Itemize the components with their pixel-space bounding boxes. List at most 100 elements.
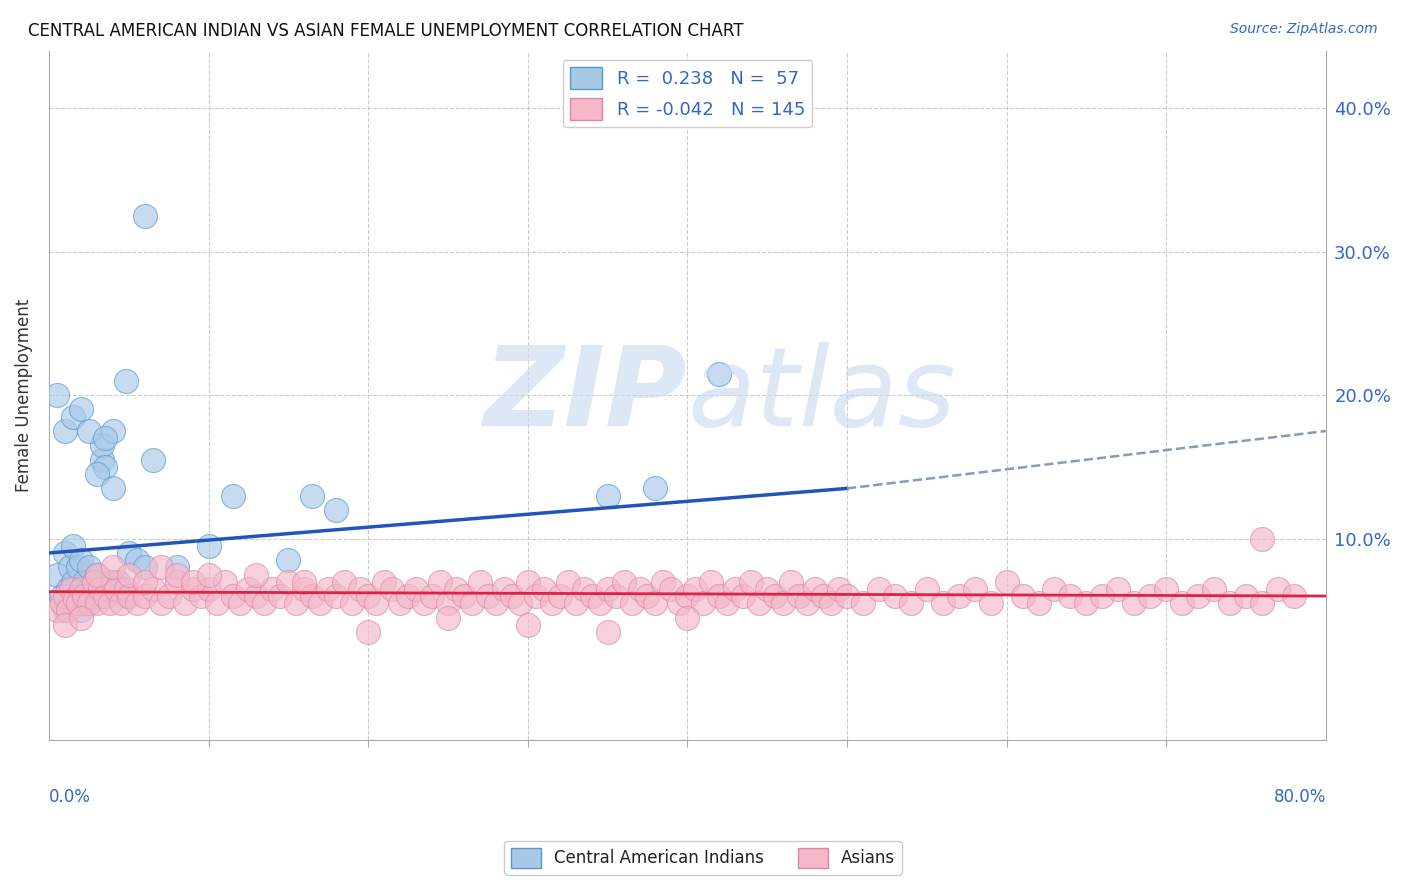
Point: [134, 589, 156, 603]
Point: [70, 553, 93, 567]
Point: [90, 438, 112, 452]
Text: 80.0%: 80.0%: [1274, 788, 1326, 805]
Point: [77, 596, 100, 610]
Point: [540, 596, 562, 610]
Point: [413, 596, 436, 610]
Point: [125, 596, 148, 610]
Point: [1251, 532, 1274, 546]
Point: [245, 589, 267, 603]
Point: [828, 582, 851, 596]
Point: [325, 589, 347, 603]
Point: [1059, 589, 1081, 603]
Point: [262, 582, 284, 596]
Point: [114, 589, 136, 603]
Point: [596, 582, 619, 596]
Point: [852, 596, 875, 610]
Point: [221, 489, 243, 503]
Point: [105, 582, 128, 596]
Point: [83, 574, 105, 589]
Point: [1187, 589, 1209, 603]
Point: [59, 560, 82, 574]
Point: [468, 574, 491, 589]
Point: [492, 582, 515, 596]
Point: [357, 589, 380, 603]
Point: [1202, 582, 1225, 596]
Point: [86, 582, 108, 596]
Point: [357, 624, 380, 639]
Point: [66, 596, 89, 610]
Point: [149, 596, 172, 610]
Point: [277, 574, 299, 589]
Point: [605, 589, 627, 603]
Point: [444, 582, 467, 596]
Point: [118, 589, 141, 603]
Point: [772, 596, 794, 610]
Point: [134, 574, 156, 589]
Text: atlas: atlas: [688, 342, 956, 449]
Point: [333, 574, 356, 589]
Point: [1171, 596, 1194, 610]
Point: [796, 596, 818, 610]
Point: [700, 574, 723, 589]
Point: [101, 574, 124, 589]
Point: [733, 589, 755, 603]
Point: [405, 582, 427, 596]
Point: [652, 574, 675, 589]
Point: [56, 582, 79, 596]
Text: CENTRAL AMERICAN INDIAN VS ASIAN FEMALE UNEMPLOYMENT CORRELATION CHART: CENTRAL AMERICAN INDIAN VS ASIAN FEMALE …: [28, 22, 744, 40]
Point: [301, 589, 323, 603]
Point: [134, 209, 156, 223]
Point: [756, 582, 779, 596]
Point: [197, 539, 219, 553]
Point: [94, 431, 117, 445]
Point: [94, 589, 117, 603]
Point: [98, 574, 121, 589]
Point: [676, 610, 699, 624]
Point: [110, 582, 132, 596]
Point: [564, 596, 586, 610]
Point: [53, 617, 76, 632]
Point: [668, 596, 690, 610]
Point: [190, 589, 212, 603]
Point: [56, 603, 79, 617]
Text: 0.0%: 0.0%: [49, 788, 91, 805]
Point: [173, 596, 195, 610]
Point: [90, 452, 112, 467]
Point: [1043, 582, 1066, 596]
Point: [1076, 596, 1098, 610]
Point: [780, 574, 803, 589]
Point: [1011, 589, 1033, 603]
Point: [86, 596, 108, 610]
Point: [389, 596, 412, 610]
Point: [342, 596, 364, 610]
Point: [70, 610, 93, 624]
Point: [181, 582, 204, 596]
Point: [114, 582, 136, 596]
Point: [253, 596, 276, 610]
Point: [60, 582, 83, 596]
Point: [63, 591, 86, 606]
Point: [73, 596, 96, 610]
Point: [516, 574, 538, 589]
Point: [292, 574, 315, 589]
Point: [1251, 596, 1274, 610]
Point: [980, 596, 1002, 610]
Point: [932, 596, 955, 610]
Point: [83, 574, 105, 589]
Point: [883, 589, 905, 603]
Point: [292, 582, 315, 596]
Point: [83, 589, 105, 603]
Point: [70, 603, 93, 617]
Point: [661, 582, 683, 596]
Point: [366, 596, 388, 610]
Point: [557, 574, 579, 589]
Point: [676, 589, 699, 603]
Point: [205, 596, 228, 610]
Point: [86, 467, 108, 481]
Point: [62, 574, 84, 589]
Point: [301, 489, 323, 503]
Point: [46, 388, 69, 402]
Point: [166, 560, 188, 574]
Point: [461, 596, 484, 610]
Point: [628, 582, 651, 596]
